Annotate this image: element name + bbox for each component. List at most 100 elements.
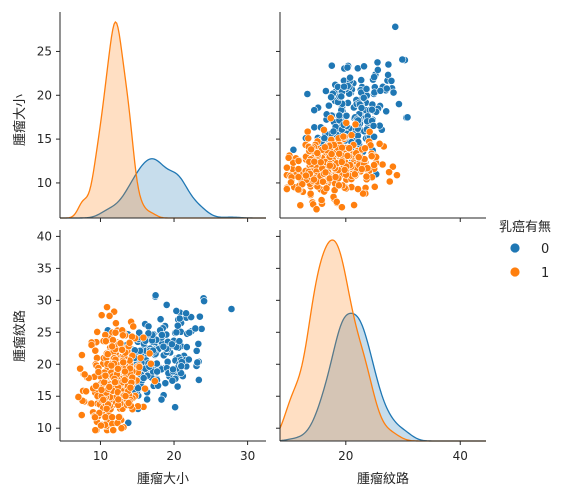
scatter-point — [144, 329, 153, 338]
scatter-point — [324, 101, 333, 110]
scatter-point — [322, 184, 331, 193]
scatter-point — [343, 63, 352, 72]
scatter-point — [365, 127, 374, 136]
scatter-point — [101, 337, 110, 346]
scatter-point — [97, 385, 106, 394]
scatter-point — [141, 384, 149, 393]
y-tick-label: 20 — [37, 88, 52, 102]
scatter-point — [146, 359, 155, 368]
scatter-point — [99, 395, 108, 404]
scatter-point — [304, 134, 313, 143]
y-tick-label: 25 — [37, 44, 52, 58]
scatter-point — [193, 358, 202, 367]
scatter-point — [97, 311, 106, 320]
scatter-point — [350, 201, 358, 209]
scatter-point — [289, 145, 298, 154]
scatter-point — [135, 363, 144, 371]
scatter-point — [337, 92, 346, 101]
scatter-point — [325, 161, 334, 170]
scatter-level-1 — [282, 114, 401, 214]
kde-fill-level-0 — [280, 313, 486, 441]
scatter-point — [91, 346, 100, 355]
scatter-point — [172, 328, 181, 337]
scatter-point — [354, 185, 362, 193]
scatter-point — [175, 337, 184, 346]
kde-fill-level-0 — [60, 158, 266, 218]
scatter-point — [112, 319, 120, 328]
scatter-point — [145, 349, 154, 358]
y-tick-label: 10 — [37, 421, 52, 435]
panel-r1-c0: 10 20 30 10 15 20 25 30 35 40 — [37, 229, 266, 463]
scatter-point — [129, 322, 138, 331]
axis-labels: 腫瘤大小 腫瘤紋路 腫瘤大小 腫瘤紋路 — [12, 94, 409, 487]
scatter-point — [124, 418, 133, 427]
scatter-point — [388, 162, 397, 171]
scatter-point — [151, 291, 160, 300]
scatter-point — [120, 376, 129, 385]
scatter-point — [93, 354, 101, 362]
scatter-point — [175, 314, 184, 323]
scatter-point — [327, 93, 335, 102]
x-tick-label: 10 — [93, 449, 108, 463]
scatter-point — [340, 82, 348, 91]
scatter-point — [337, 158, 346, 166]
scatter-point — [310, 123, 319, 132]
scatter-point — [354, 153, 363, 162]
scatter-point — [376, 86, 385, 95]
scatter-point — [118, 345, 126, 354]
scatter-point — [111, 378, 119, 387]
scatter-point — [335, 111, 344, 120]
scatter-point — [346, 73, 354, 82]
scatter-point — [78, 351, 86, 359]
scatter-point — [121, 367, 129, 376]
scatter-point — [121, 392, 130, 400]
scatter-point — [91, 413, 99, 422]
scatter-point — [378, 160, 387, 169]
y-tick-label: 30 — [37, 293, 52, 307]
legend-marker-1 — [509, 266, 521, 278]
scatter-point — [350, 170, 359, 179]
scatter-point — [284, 153, 293, 162]
scatter-point — [317, 196, 326, 204]
scatter-point — [143, 395, 152, 404]
scatter-point — [321, 168, 330, 177]
scatter-point — [116, 339, 125, 348]
scatter-point — [294, 156, 303, 165]
scatter-point — [184, 355, 193, 364]
y-tick-label: 25 — [37, 325, 52, 339]
scatter-point — [359, 93, 368, 102]
scatter-point — [171, 403, 180, 412]
scatter-point — [126, 383, 135, 392]
legend-title: 乳癌有無 — [499, 219, 551, 235]
scatter-point — [296, 201, 305, 210]
scatter-point — [310, 175, 318, 184]
scatter-point — [294, 173, 303, 181]
scatter-point — [94, 368, 103, 376]
scatter-point — [384, 71, 392, 79]
scatter-point — [321, 87, 330, 95]
scatter-point — [362, 85, 371, 93]
scatter-point — [103, 350, 112, 359]
x-tick-label: 30 — [240, 449, 255, 463]
scatter-point — [347, 131, 356, 140]
scatter-point — [362, 172, 371, 181]
scatter-point — [185, 328, 194, 337]
scatter-point — [139, 333, 148, 342]
scatter-point — [370, 182, 379, 191]
scatter-point — [342, 111, 351, 120]
scatter-point — [357, 165, 366, 173]
scatter-point — [342, 118, 351, 127]
scatter-point — [109, 426, 118, 435]
scatter-point — [118, 331, 127, 340]
scatter-point — [194, 376, 203, 384]
scatter-level-1 — [74, 303, 159, 435]
scatter-point — [200, 297, 208, 306]
scatter-point — [105, 312, 114, 320]
scatter-point — [331, 173, 340, 181]
scatter-point — [312, 205, 321, 214]
scatter-point — [167, 340, 176, 349]
scatter-point — [161, 379, 170, 388]
scatter-point — [153, 367, 162, 376]
